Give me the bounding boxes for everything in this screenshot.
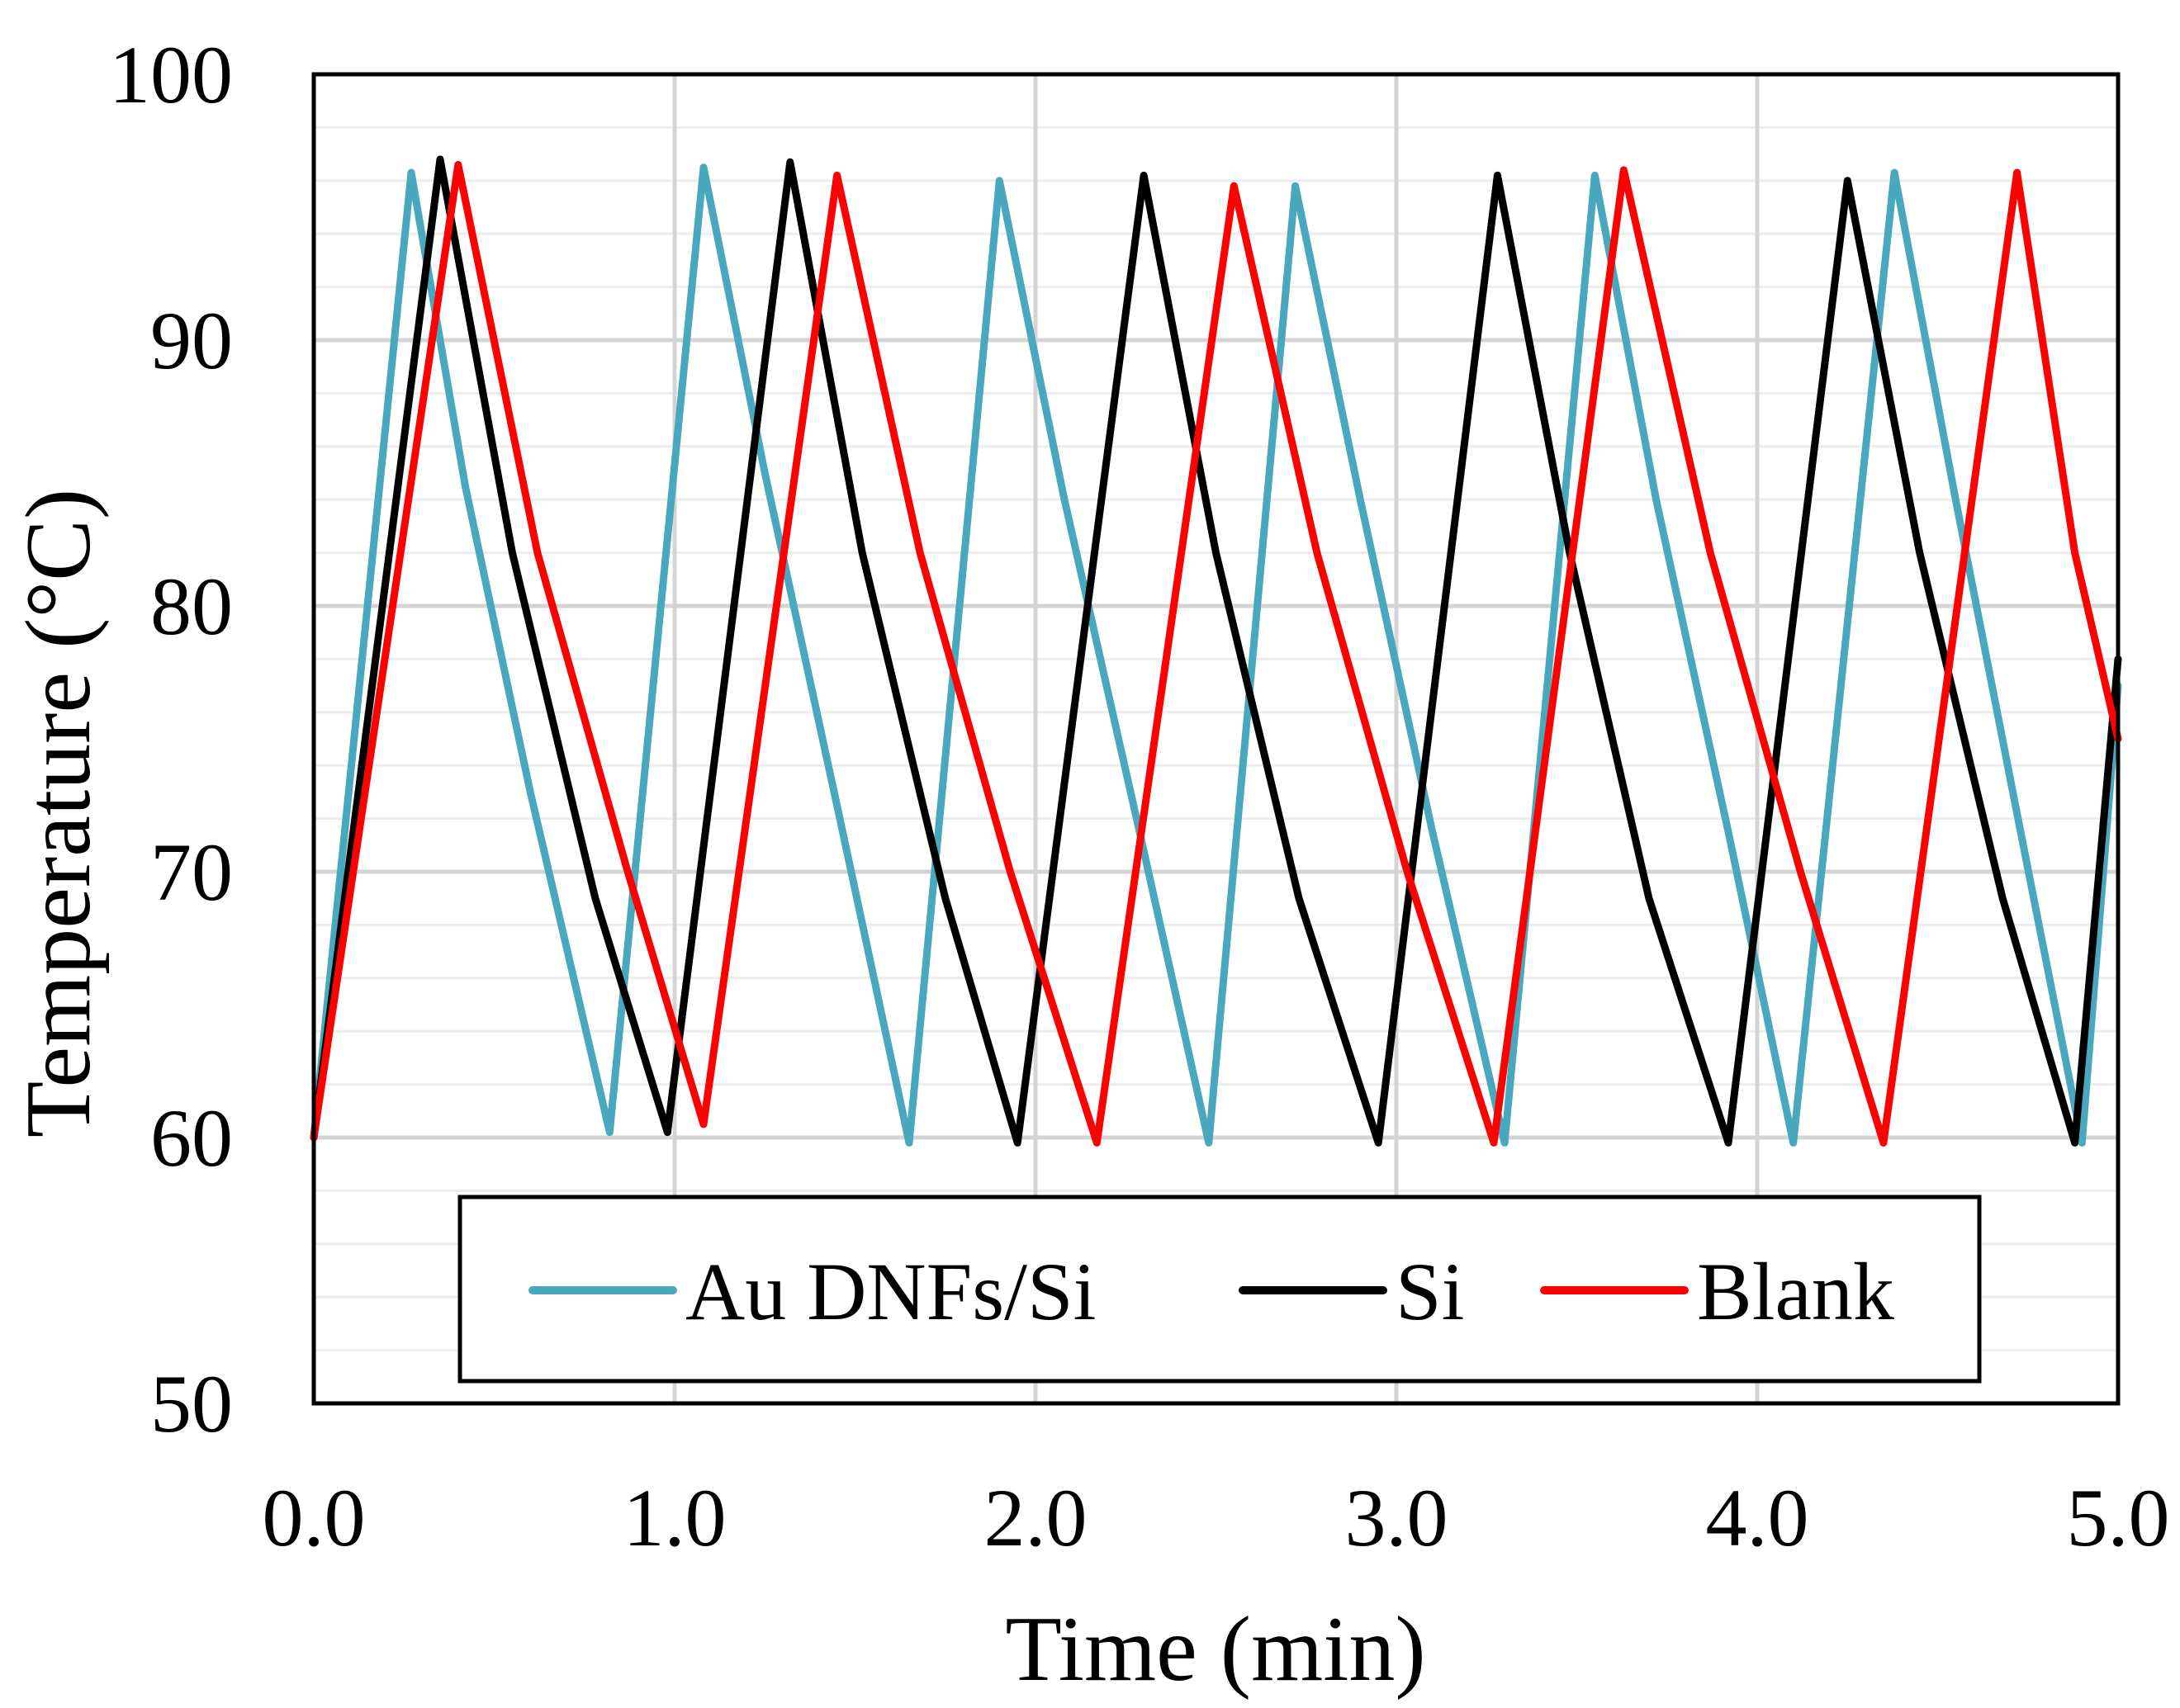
plot-frame bbox=[311, 72, 2121, 1406]
x-tick-label: 2.0 bbox=[984, 1472, 1088, 1564]
legend: Au DNFs/Si Si Blank bbox=[457, 1195, 1982, 1384]
y-axis-title: Temperature (°C) bbox=[7, 489, 110, 1138]
legend-label: Blank bbox=[1697, 1246, 1894, 1337]
y-tick-label: 50 bbox=[150, 1358, 233, 1450]
y-tick-label: 70 bbox=[150, 826, 233, 918]
y-tick-label: 60 bbox=[150, 1092, 233, 1184]
major-gridlines bbox=[314, 74, 2118, 1403]
x-axis-title: Time (min) bbox=[1005, 1598, 1425, 1701]
x-tick-labels: 0.0 1.0 2.0 3.0 4.0 5.0 bbox=[263, 1472, 2170, 1564]
series-line-blank bbox=[310, 161, 2122, 1147]
y-tick-label: 100 bbox=[109, 29, 233, 121]
x-tick-label: 3.0 bbox=[1345, 1472, 1448, 1564]
y-tick-label: 80 bbox=[150, 561, 233, 652]
y-tick-label: 90 bbox=[150, 295, 233, 386]
y-tick-labels: 50 60 70 80 90 100 bbox=[109, 29, 233, 1450]
x-tick-label: 4.0 bbox=[1706, 1472, 1809, 1564]
x-tick-label: 5.0 bbox=[2067, 1472, 2170, 1564]
x-tick-label: 0.0 bbox=[263, 1472, 366, 1564]
legend-label: Au DNFs/Si bbox=[685, 1246, 1096, 1337]
series-lines bbox=[310, 155, 2122, 1147]
legend-box bbox=[457, 1195, 1982, 1384]
x-tick-label: 1.0 bbox=[623, 1472, 727, 1564]
series-line-si bbox=[310, 155, 2122, 1147]
legend-label: Si bbox=[1396, 1246, 1464, 1337]
